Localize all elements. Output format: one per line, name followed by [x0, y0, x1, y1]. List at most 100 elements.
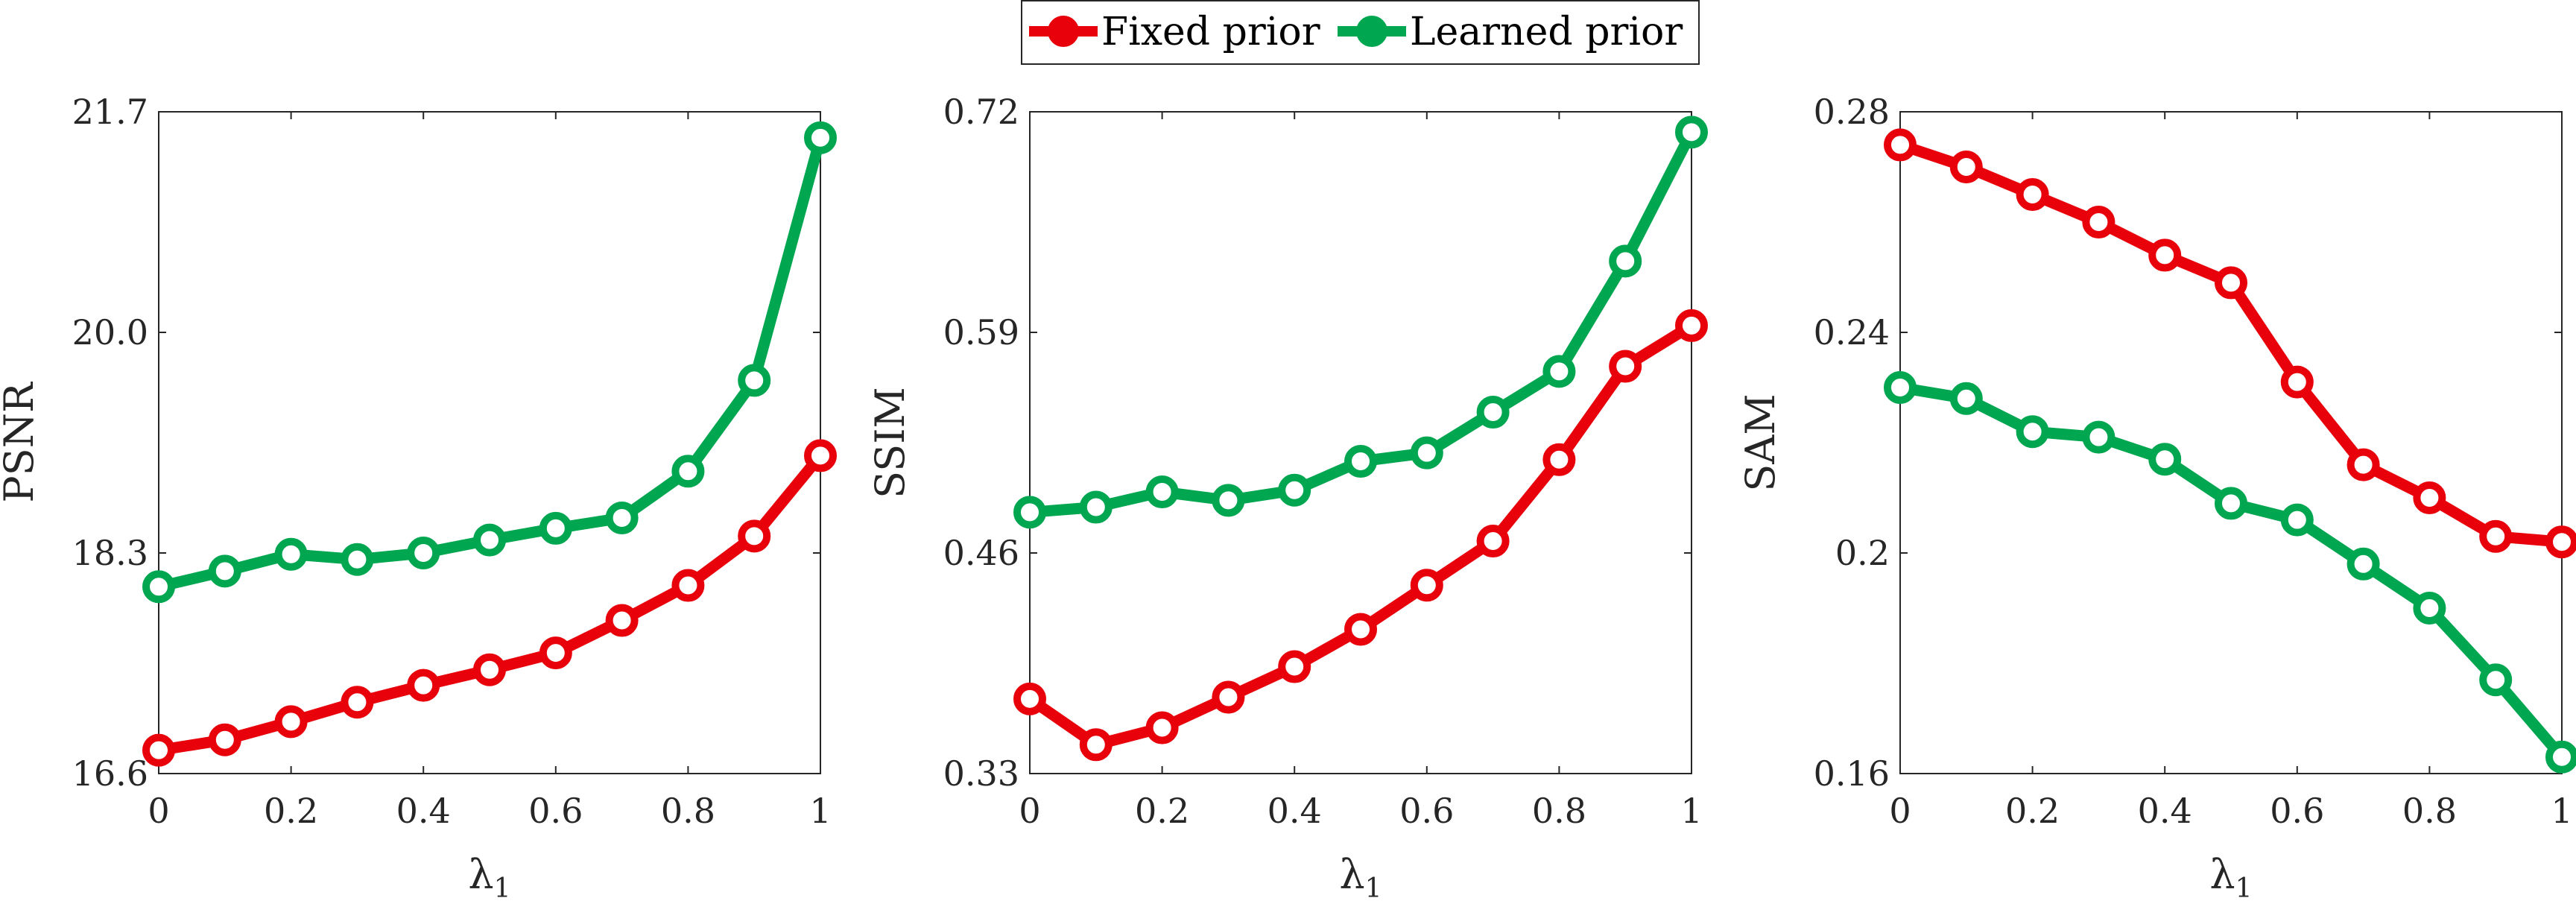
data-point-fixed-prior	[605, 604, 639, 637]
x-tick-label: 0.6	[528, 791, 583, 831]
data-point-learned-prior	[1884, 371, 1917, 404]
data-point-learned-prior	[1542, 355, 1576, 388]
data-point-fixed-prior	[1542, 443, 1576, 476]
legend-entry-learned-prior: Learned prior	[1338, 10, 1683, 54]
data-point-fixed-prior	[2215, 266, 2247, 300]
legend-marker-fixed-prior	[1048, 16, 1079, 47]
data-point-fixed-prior	[2413, 481, 2446, 514]
y-tick-label: 18.3	[72, 533, 148, 573]
data-point-learned-prior	[804, 121, 837, 154]
data-point-fixed-prior	[1675, 309, 1708, 342]
x-tick-label: 0	[1019, 791, 1040, 831]
x-tick-label: 0.8	[1532, 791, 1586, 831]
data-point-fixed-prior	[2346, 448, 2380, 481]
data-point-learned-prior	[1079, 490, 1113, 524]
x-tick-label: 0.6	[2270, 791, 2324, 831]
panel-ssim: 0.33 0.46 0.59 0.72 0 0.2 0.4 0.6 0.8 1 SSIM λ1	[867, 92, 1708, 901]
data-point-fixed-prior	[1212, 680, 1245, 714]
data-point-learned-prior	[274, 537, 308, 571]
data-point-fixed-prior	[2016, 178, 2049, 211]
data-point-learned-prior	[1278, 473, 1311, 507]
x-tick-label: 0.4	[1268, 791, 1322, 831]
data-point-learned-prior	[2016, 415, 2049, 449]
data-point-fixed-prior	[2082, 206, 2115, 238]
x-tick-label: 0.2	[2005, 791, 2060, 831]
data-point-fixed-prior	[2280, 365, 2314, 399]
data-point-fixed-prior	[1609, 350, 1642, 383]
y-tick-label: 16.6	[72, 753, 148, 794]
x-axis-ticks: 0 0.2 0.4 0.6 0.8 1	[1889, 112, 2573, 831]
data-point-learned-prior	[473, 523, 506, 557]
data-point-fixed-prior	[2479, 519, 2513, 553]
data-point-learned-prior	[2545, 740, 2576, 774]
data-point-fixed-prior	[1410, 569, 1443, 602]
data-point-fixed-prior	[208, 723, 241, 756]
data-point-learned-prior	[738, 364, 771, 397]
data-point-learned-prior	[1145, 475, 1179, 509]
y-tick-label: 0.24	[1814, 312, 1890, 353]
y-tick-label: 0.59	[943, 312, 1019, 353]
data-point-learned-prior	[407, 537, 440, 569]
legend-label-learned-prior: Learned prior	[1410, 10, 1683, 54]
x-tick-label: 0.2	[1135, 791, 1189, 831]
y-tick-label: 0.16	[1814, 753, 1890, 794]
data-point-fixed-prior	[804, 439, 837, 472]
x-tick-label: 0	[1889, 791, 1911, 831]
data-point-fixed-prior	[1013, 682, 1046, 715]
panel-sam: 0.16 0.2 0.24 0.28 0 0.2 0.4 0.6 0.8 1 SAM λ1	[1737, 92, 2576, 901]
y-axis-ticks: 0.33 0.46 0.59 0.72	[943, 92, 1692, 794]
data-point-learned-prior	[1013, 496, 1046, 529]
series-line-learned-prior	[153, 132, 826, 592]
data-point-fixed-prior	[1079, 728, 1113, 762]
series-group	[142, 121, 837, 767]
data-point-learned-prior	[1609, 244, 1642, 278]
y-axis-label: SAM	[1737, 393, 1784, 491]
data-point-learned-prior	[2346, 547, 2380, 581]
series-line-fixed-prior	[1894, 139, 2568, 548]
data-point-learned-prior	[2280, 503, 2314, 537]
y-tick-label: 0.28	[1814, 92, 1890, 132]
data-point-learned-prior	[1949, 382, 1983, 415]
x-tick-label: 1	[2551, 791, 2572, 831]
data-point-fixed-prior	[473, 653, 506, 686]
x-tick-label: 0.6	[1399, 791, 1454, 831]
data-point-fixed-prior	[1344, 613, 1377, 646]
x-axis-ticks: 0 0.2 0.4 0.6 0.8 1	[1019, 112, 1703, 831]
data-point-fixed-prior	[1476, 525, 1510, 558]
x-axis-label: λ1	[468, 851, 510, 901]
x-axis-label: λ1	[1339, 851, 1382, 901]
x-axis-ticks: 0 0.2 0.4 0.6 0.8 1	[148, 112, 832, 831]
data-point-fixed-prior	[274, 705, 308, 739]
y-axis-label: PSNR	[0, 382, 42, 503]
legend: Fixed prior Learned prior	[1021, 0, 1700, 65]
x-tick-label: 1	[1680, 791, 1702, 831]
x-tick-label: 0.8	[661, 791, 715, 831]
data-point-learned-prior	[341, 543, 374, 576]
data-point-learned-prior	[1410, 436, 1443, 470]
y-tick-label: 20.0	[72, 312, 148, 353]
x-tick-label: 0.8	[2402, 791, 2457, 831]
data-point-fixed-prior	[2148, 238, 2182, 272]
data-point-learned-prior	[671, 455, 705, 488]
data-point-learned-prior	[1675, 116, 1708, 149]
data-point-fixed-prior	[1949, 151, 1983, 183]
data-point-learned-prior	[142, 570, 175, 604]
legend-entry-fixed-prior: Fixed prior	[1029, 10, 1320, 54]
y-tick-label: 0.72	[943, 92, 1019, 132]
data-point-fixed-prior	[738, 519, 771, 553]
data-point-fixed-prior	[142, 733, 175, 767]
data-point-learned-prior	[605, 501, 639, 534]
panel-psnr: 16.6 18.3 20.0 21.7 0 0.2 0.4 0.6 0.8 1 PSNR λ1	[0, 92, 837, 901]
data-point-fixed-prior	[1145, 711, 1179, 744]
x-axis-label: λ1	[2209, 851, 2252, 901]
y-axis-ticks: 0.16 0.2 0.24 0.28	[1814, 92, 2562, 794]
plot-frame	[1029, 111, 1692, 774]
data-point-learned-prior	[1212, 484, 1245, 517]
data-point-fixed-prior	[1278, 650, 1311, 683]
y-axis-ticks: 16.6 18.3 20.0 21.7	[72, 92, 820, 794]
series-group	[1013, 116, 1708, 762]
data-point-fixed-prior	[1884, 128, 1917, 162]
data-point-learned-prior	[539, 511, 572, 545]
legend-marker-learned-prior	[1356, 16, 1387, 47]
